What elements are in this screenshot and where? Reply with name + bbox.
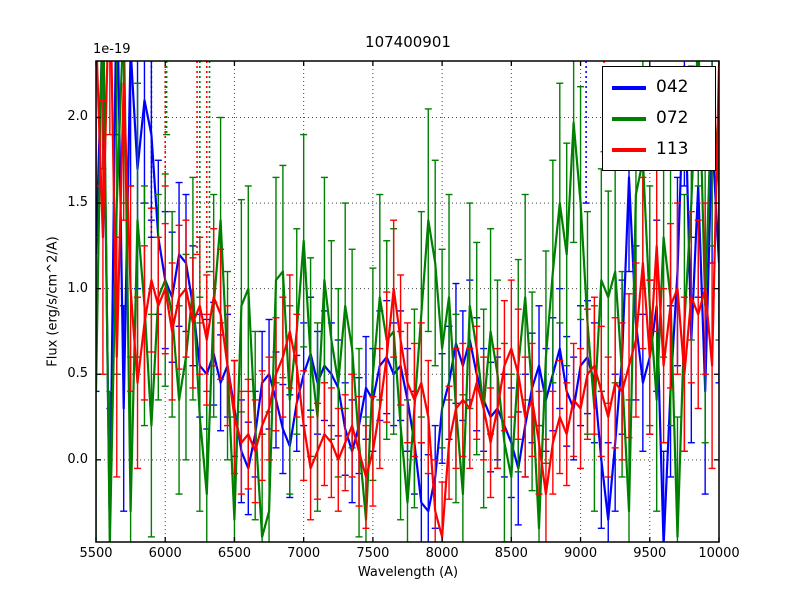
y-tick-label: 1.0 (67, 280, 88, 296)
legend-label: 042 (656, 77, 689, 97)
x-tick-label: 10000 (698, 546, 740, 561)
axes-frame (95, 60, 720, 543)
x-tick-label: 5500 (79, 546, 113, 561)
y-axis-offset-label: 1e-19 (93, 42, 131, 57)
series-113 (96, 61, 719, 542)
y-tick-label: 0.5 (67, 366, 88, 382)
x-tick-label: 8000 (425, 546, 459, 561)
x-axis-label: Wavelength (A) (357, 565, 459, 580)
legend-label: 072 (656, 108, 689, 128)
legend-label: 113 (656, 139, 689, 159)
legend-entry: 113 (612, 134, 706, 165)
x-tick-label: 6000 (148, 546, 182, 561)
legend: 042 072 113 (602, 66, 716, 171)
legend-entry: 042 (612, 72, 706, 103)
legend-entry: 072 (612, 103, 706, 134)
legend-line-swatch-red (612, 147, 646, 152)
x-tick-label: 6500 (217, 546, 251, 561)
chart-title: 107400901 (365, 33, 451, 51)
tick-marks (95, 61, 720, 542)
x-tick-label: 7000 (287, 546, 321, 561)
legend-line-swatch-green (612, 116, 646, 121)
y-tick-label: 0.0 (67, 451, 88, 467)
legend-line-swatch-blue (612, 85, 646, 90)
y-tick-label: 1.5 (67, 195, 88, 211)
x-tick-label: 9500 (633, 546, 667, 561)
x-tick-label: 9000 (564, 546, 598, 561)
y-tick-label: 2.0 (67, 109, 88, 125)
x-tick-label: 8500 (494, 546, 528, 561)
x-tick-label: 7500 (356, 546, 390, 561)
